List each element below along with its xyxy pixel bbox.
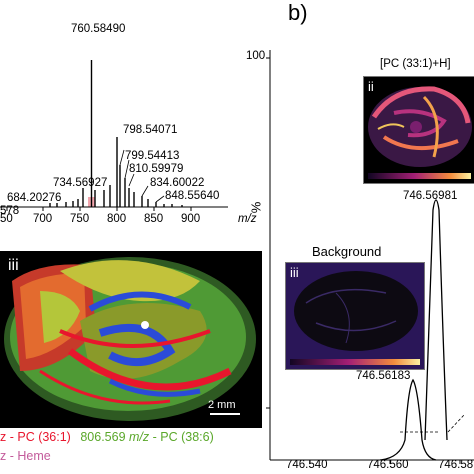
x-tick: 746.58: [438, 459, 474, 471]
inset-iii-label: iii: [290, 265, 299, 280]
y-tick-100: 100: [246, 50, 266, 62]
tick-label: 850: [144, 213, 164, 225]
peak-label-798: 798.54071: [123, 124, 178, 136]
y-tick-0: 0: [254, 401, 261, 413]
legend-green-mz: 806.569: [80, 430, 126, 444]
tick-label: 750: [70, 213, 90, 225]
tick-label: 50: [0, 213, 13, 225]
peak-label-578: 578: [0, 205, 20, 217]
x-unit-label: m/z: [238, 213, 257, 225]
inset-ii: ii: [363, 76, 474, 184]
legend-green-name: - PC (38:6): [152, 430, 214, 444]
legend-red-text: z - PC (36:1): [0, 430, 71, 444]
peak-label-848: 848.55640: [165, 190, 220, 202]
brain-image-iii: iii 2 mm: [0, 251, 262, 428]
background-peak: [379, 378, 437, 461]
legend-line-2: z - Heme: [0, 449, 51, 463]
peak-label-684: 684.20276: [7, 192, 62, 204]
leader-lines: [119, 149, 165, 203]
peak-label-760: 760.58490: [71, 23, 126, 35]
ion-title: [PC (33:1)+H]: [380, 58, 451, 70]
x-tick: 746.540: [286, 459, 328, 471]
peak-label-734: 734.56927: [53, 177, 108, 189]
tick-label: 800: [107, 213, 127, 225]
scale-bar-label: 2 mm: [208, 399, 236, 411]
panel-label-b: b): [288, 0, 308, 25]
spectrum-b-plot: [266, 50, 474, 464]
tick-label: 900: [181, 213, 201, 225]
inset-ii-image: [368, 86, 472, 179]
peak-label-799: 799.54413: [125, 150, 180, 162]
spectrum-a-peaks: [49, 60, 183, 207]
legend-green-unit: m/z: [129, 430, 150, 444]
tick-label: 700: [33, 213, 53, 225]
peak-label-main: 746.56981: [403, 190, 458, 202]
inset-iii-image: [286, 263, 424, 369]
legend-line-1: z - PC (36:1) 806.569 m/z - PC (38:6): [0, 430, 214, 444]
main-peak: [424, 199, 448, 441]
inset-ii-label: ii: [368, 79, 374, 94]
background-title: Background: [312, 244, 382, 259]
inset-iii: iii: [285, 262, 425, 370]
peak-label-834: 834.60022: [150, 177, 205, 189]
x-tick: 746.560: [367, 459, 409, 471]
panel-label-iii: iii: [8, 257, 19, 274]
brain-overlay: [4, 257, 256, 421]
spectrum-a-xaxis: [0, 206, 228, 211]
peak-label-bg: 746.56183: [356, 370, 411, 382]
y-unit: %: [248, 201, 264, 214]
spectrum-a-plot: [0, 60, 228, 211]
peak-label-810: 810.59979: [129, 163, 184, 175]
